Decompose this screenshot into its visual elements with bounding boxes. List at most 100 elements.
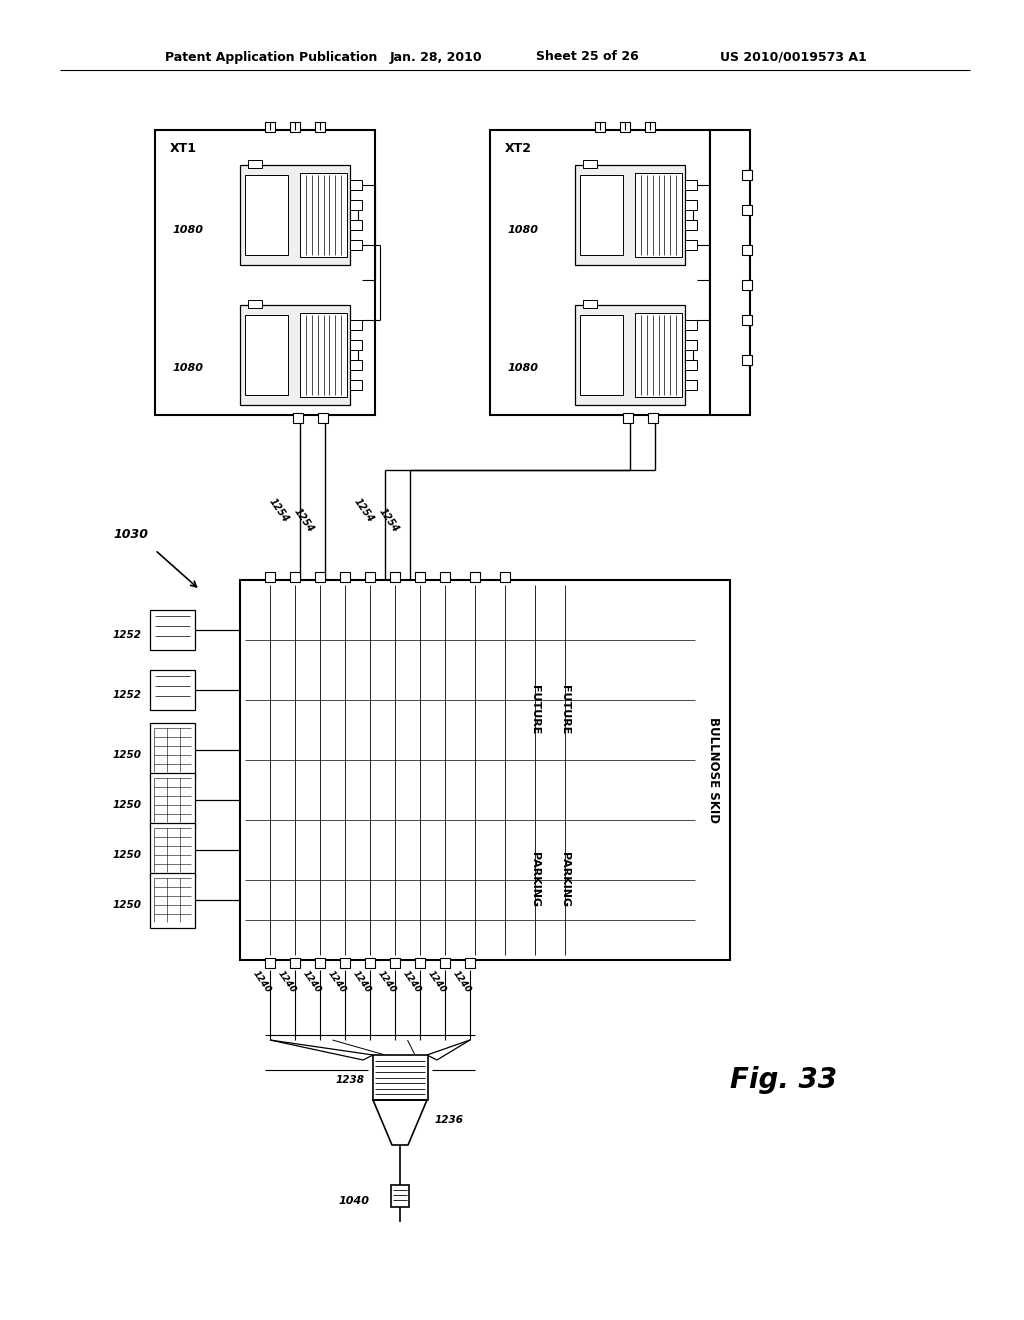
Bar [575,165,685,265]
Text: 1080: 1080 [173,363,204,374]
Bar [240,165,350,265]
Bar [465,958,475,968]
Bar [290,121,300,132]
Bar [265,958,275,968]
Bar [415,958,425,968]
Bar [742,205,752,215]
Text: 1240: 1240 [251,969,273,995]
Bar [440,572,450,582]
Bar [685,319,697,330]
Bar [315,572,325,582]
Text: 1236: 1236 [435,1115,464,1125]
Text: 1254: 1254 [352,496,376,524]
Bar [710,129,750,414]
Bar [742,170,752,180]
Text: PARKING: PARKING [560,853,570,908]
Text: 1250: 1250 [113,750,142,760]
Bar [350,341,362,350]
Bar [623,413,633,422]
Bar [685,201,697,210]
Bar [293,413,303,422]
Bar [248,160,262,168]
Bar [390,958,400,968]
Text: 1080: 1080 [173,224,204,235]
Text: 1240: 1240 [401,969,423,995]
Text: 1240: 1240 [426,969,449,995]
Text: 1030: 1030 [113,528,148,541]
Text: 1240: 1240 [351,969,373,995]
Bar [245,315,288,395]
Bar [635,313,682,397]
Bar [150,774,195,828]
Text: 1240: 1240 [327,969,348,995]
Text: 1080: 1080 [508,224,539,235]
Bar [150,873,195,928]
Bar [350,207,358,223]
Bar [240,579,730,960]
Text: 1240: 1240 [276,969,298,995]
Text: XT2: XT2 [505,141,532,154]
Text: FUTURE: FUTURE [560,685,570,735]
Bar [300,173,347,257]
Bar [490,129,710,414]
Bar [390,572,400,582]
Bar [315,958,325,968]
Bar [580,315,623,395]
Bar [583,160,597,168]
Bar [373,1055,428,1100]
Text: 1254: 1254 [292,506,316,533]
Text: 1240: 1240 [376,969,398,995]
Bar [580,176,623,255]
Text: 1252: 1252 [113,630,142,640]
Bar [350,360,362,370]
Bar [685,240,697,249]
Bar [155,129,375,414]
Bar [340,958,350,968]
Bar [290,958,300,968]
Bar [685,347,693,363]
Text: 1250: 1250 [113,850,142,861]
Text: 1252: 1252 [113,690,142,700]
Text: 1240: 1240 [301,969,323,995]
Bar [685,341,697,350]
Text: XT1: XT1 [170,141,197,154]
Bar [742,315,752,325]
Text: 1238: 1238 [336,1074,365,1085]
Bar [300,313,347,397]
Text: PARKING: PARKING [530,853,540,908]
Bar [575,305,685,405]
Text: US 2010/0019573 A1: US 2010/0019573 A1 [720,50,866,63]
Bar [648,413,658,422]
Bar [635,173,682,257]
Bar [150,671,195,710]
Bar [350,180,362,190]
Bar [685,180,697,190]
Bar [440,958,450,968]
Bar [350,220,362,230]
Text: Jan. 28, 2010: Jan. 28, 2010 [390,50,482,63]
Bar [685,380,697,389]
Bar [685,207,693,223]
Bar [248,300,262,308]
Bar [742,246,752,255]
Bar [685,220,697,230]
Text: 1254: 1254 [267,496,291,524]
Bar [265,572,275,582]
Bar [470,572,480,582]
Text: FUTURE: FUTURE [530,685,540,735]
Bar [500,572,510,582]
Bar [150,822,195,878]
Bar [150,723,195,777]
Bar [350,201,362,210]
Bar [265,121,275,132]
Bar [350,347,358,363]
Bar [391,1185,409,1206]
Text: 1250: 1250 [113,900,142,909]
Bar [350,319,362,330]
Bar [685,360,697,370]
Text: Sheet 25 of 26: Sheet 25 of 26 [536,50,639,63]
Bar [318,413,328,422]
Bar [290,572,300,582]
Text: Fig. 33: Fig. 33 [730,1067,837,1094]
Bar [365,572,375,582]
